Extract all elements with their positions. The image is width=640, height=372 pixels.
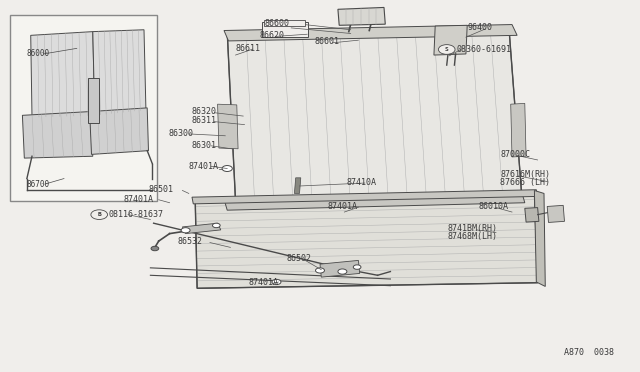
Text: S: S [445, 47, 449, 52]
Polygon shape [547, 205, 564, 222]
Text: 96400: 96400 [467, 23, 492, 32]
Text: 87401A: 87401A [124, 195, 154, 203]
Text: 87401A: 87401A [328, 202, 358, 211]
Text: 86700: 86700 [27, 180, 50, 189]
Text: 86611: 86611 [236, 44, 260, 53]
Polygon shape [320, 260, 360, 277]
Polygon shape [224, 25, 517, 41]
Polygon shape [90, 108, 148, 154]
Polygon shape [227, 26, 522, 201]
Text: 87401A: 87401A [189, 162, 219, 171]
Text: 86010A: 86010A [479, 202, 509, 211]
Circle shape [316, 268, 324, 273]
Circle shape [222, 166, 232, 171]
Polygon shape [182, 223, 221, 234]
Polygon shape [218, 104, 238, 149]
Text: 86300: 86300 [168, 129, 193, 138]
Polygon shape [434, 25, 467, 55]
Polygon shape [192, 190, 538, 204]
Polygon shape [338, 7, 385, 25]
Polygon shape [93, 30, 146, 115]
Text: 87616M(RH): 87616M(RH) [500, 170, 550, 179]
Circle shape [338, 269, 347, 274]
Text: 87000C: 87000C [500, 150, 531, 159]
Text: 87401A: 87401A [248, 278, 278, 287]
Text: 86000: 86000 [27, 49, 50, 58]
Text: 87410A: 87410A [347, 178, 377, 187]
Circle shape [212, 223, 220, 228]
Text: 08116-81637: 08116-81637 [109, 210, 164, 219]
Polygon shape [224, 192, 525, 210]
Text: 08360-61691: 08360-61691 [457, 45, 512, 54]
Polygon shape [525, 208, 539, 222]
Text: 86620: 86620 [260, 31, 285, 40]
Text: 86502: 86502 [286, 254, 311, 263]
Polygon shape [22, 112, 93, 158]
Polygon shape [31, 32, 95, 117]
Circle shape [438, 45, 455, 54]
Text: 86320: 86320 [192, 107, 217, 116]
Text: 86501: 86501 [148, 185, 173, 194]
Text: 86601: 86601 [315, 37, 340, 46]
Polygon shape [511, 103, 526, 157]
Polygon shape [88, 78, 99, 123]
Text: 86301: 86301 [192, 141, 217, 150]
Text: 86600: 86600 [265, 19, 290, 28]
Polygon shape [534, 190, 545, 286]
Text: 87666 (LH): 87666 (LH) [500, 178, 550, 187]
Text: 8741BM(RH): 8741BM(RH) [448, 224, 498, 232]
Polygon shape [294, 178, 301, 193]
Polygon shape [195, 192, 538, 288]
Bar [10, 15, 157, 201]
Circle shape [353, 265, 361, 269]
Bar [264, 20, 305, 26]
Text: 86311: 86311 [192, 116, 217, 125]
Text: A870  0038: A870 0038 [564, 348, 614, 357]
Circle shape [272, 279, 281, 285]
Circle shape [181, 228, 190, 233]
Circle shape [151, 246, 159, 251]
Text: 87468M(LH): 87468M(LH) [448, 232, 498, 241]
Text: 86532: 86532 [178, 237, 203, 246]
Text: B: B [97, 212, 101, 217]
Bar [262, 22, 308, 37]
Circle shape [91, 210, 108, 219]
